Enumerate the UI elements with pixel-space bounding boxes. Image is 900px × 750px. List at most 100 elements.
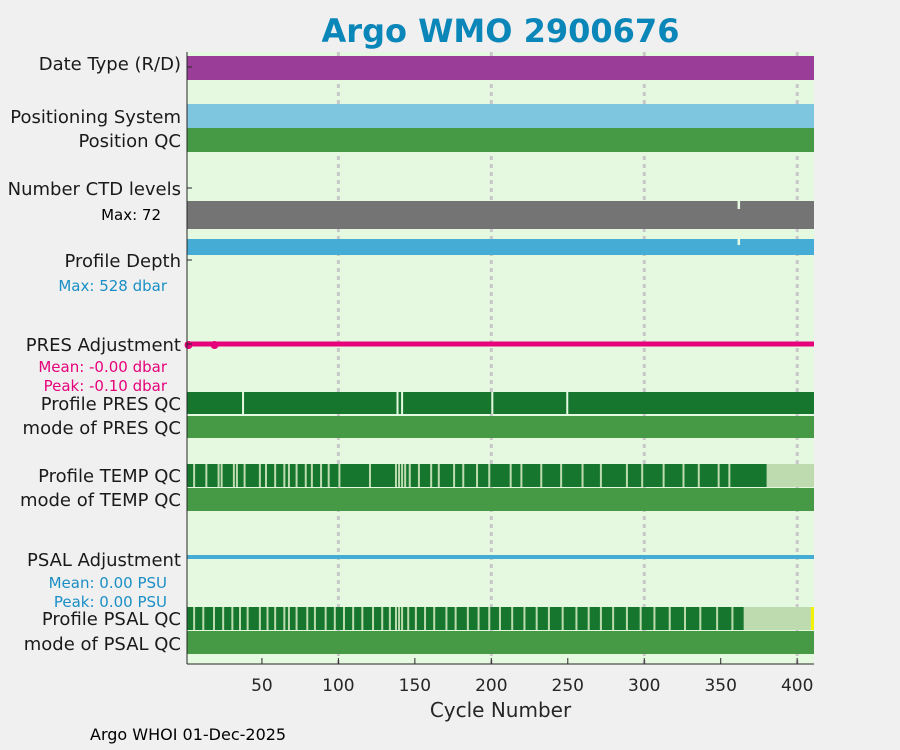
profile-temp-qc-gap [220,464,223,487]
profile-temp-qc-gap [283,464,286,487]
profile-pres-qc-gap [396,392,399,414]
profile-temp-qc-gap [327,464,330,487]
profile-psal-qc-gap [523,607,526,630]
profile-psal-qc-gap [398,607,401,630]
label-positioning-system: Positioning System [10,107,181,128]
x-tick-label: 50 [251,676,273,696]
profile-psal-qc-gap [547,607,550,630]
profile-temp-qc-gap [243,464,246,487]
profile-temp-qc-gap [232,464,235,487]
x-tick-label: 150 [399,676,431,696]
profile-temp-qc-bar [187,464,814,487]
profile-psal-qc-gap [381,607,384,630]
profile-temp-qc-gap [641,464,644,487]
profile-psal-qc-gap [306,607,309,630]
profile-psal-qc-gap [246,607,249,630]
profile-psal-qc-gap [684,607,687,630]
x-tick-label: 350 [704,676,736,696]
profile-temp-qc-gap [217,464,220,487]
profile-temp-qc-gap [287,464,290,487]
profile-psal-qc-gap [639,607,642,630]
profile-temp-qc-gap [264,464,267,487]
label-mode-temp-qc: mode of TEMP QC [20,490,181,511]
footer-credit: Argo WHOI 01-Dec-2025 [90,725,287,744]
x-tick-label: 300 [628,676,660,696]
profile-psal-qc-gap [283,607,286,630]
profile-psal-qc-gap [414,607,417,630]
profile-psal-qc-gap [388,607,391,630]
profile-temp-qc-gap [728,464,731,487]
profile-temp-qc-gap [401,464,404,487]
profile-psal-qc-gap [599,607,602,630]
profile-psal-qc-bad [810,607,814,630]
profile-temp-qc-gap [320,464,323,487]
profile-psal-qc-gap [258,607,261,630]
profile-psal-qc-gap [287,607,290,630]
label-profile-psal-qc: Profile PSAL QC [42,609,181,630]
profile-psal-qc-gap [716,607,719,630]
plot-area [187,52,814,664]
profile-temp-qc-probably-bad [766,464,814,487]
profile-psal-qc-probably-bad [743,607,814,630]
profile-psal-qc-gap [575,607,578,630]
label-psal-peak: Peak: 0.00 PSU [54,593,167,611]
profile-psal-qc-gap [324,607,327,630]
profile-temp-qc-gap [274,464,277,487]
x-tick-label: 100 [322,676,354,696]
profile-psal-qc-gap [668,607,671,630]
profile-psal-qc-gap [352,607,355,630]
profile-psal-qc-gap [488,607,491,630]
profile-temp-qc-gap [310,464,313,487]
positioning-system-bar [187,104,814,128]
profile-psal-qc-gap [222,607,225,630]
profile-psal-qc-gap [477,607,480,630]
profile-temp-qc-gap [417,464,420,487]
label-mode-pres-qc: mode of PRES QC [23,418,181,439]
profile-psal-qc-gap [625,607,628,630]
x-tick-label: 400 [781,676,813,696]
profile-temp-qc-gap [394,464,397,487]
profile-depth-dip [737,239,741,245]
profile-temp-qc-gap [625,464,628,487]
profile-pres-qc-bar [187,392,814,414]
profile-temp-qc-gap [488,464,491,487]
profile-temp-qc-gap [599,464,602,487]
profile-psal-qc-gap [535,607,538,630]
mode-pres-qc-bar [187,416,814,438]
profile-psal-qc-gap [333,607,336,630]
profile-temp-qc-gap [697,464,700,487]
profile-temp-qc-gap [509,464,512,487]
profile-psal-qc-gap [238,607,241,630]
profile-temp-qc-gap [404,464,407,487]
profile-psal-qc-gap [699,607,702,630]
profile-pres-qc-gap [401,392,404,414]
profile-psal-qc-gap [433,607,436,630]
label-ctd-max: Max: 72 [101,206,161,224]
profile-temp-qc-gap [520,464,523,487]
profile-psal-qc-gap [361,607,364,630]
profile-pres-qc-gap [566,392,569,414]
label-pres-peak: Peak: -0.10 dbar [44,377,168,395]
profile-psal-qc-gap [511,607,514,630]
profile-temp-qc-gap [540,464,543,487]
profile-temp-qc-gap [304,464,307,487]
label-psal-adjustment: PSAL Adjustment [27,550,181,571]
ctd-levels-dip [737,201,741,209]
profile-temp-qc-gap [560,464,563,487]
profile-temp-qc-gap [368,464,371,487]
profile-temp-qc-gap [193,464,196,487]
label-psal-mean: Mean: 0.00 PSU [49,574,167,592]
ctd-levels-bar [187,201,814,229]
profile-pres-qc-gap [242,392,245,414]
profile-temp-qc-gap [437,464,440,487]
position-qc-bar [187,128,814,152]
profile-psal-qc-gap [612,607,615,630]
profile-temp-qc-gap [476,464,479,487]
profile-psal-qc-gap [561,607,564,630]
profile-temp-qc-gap [408,464,411,487]
profile-temp-qc-gap [717,464,720,487]
profile-psal-qc-gap [274,607,277,630]
profile-psal-qc-gap [424,607,427,630]
label-pres-mean: Mean: -0.00 dbar [38,358,168,376]
